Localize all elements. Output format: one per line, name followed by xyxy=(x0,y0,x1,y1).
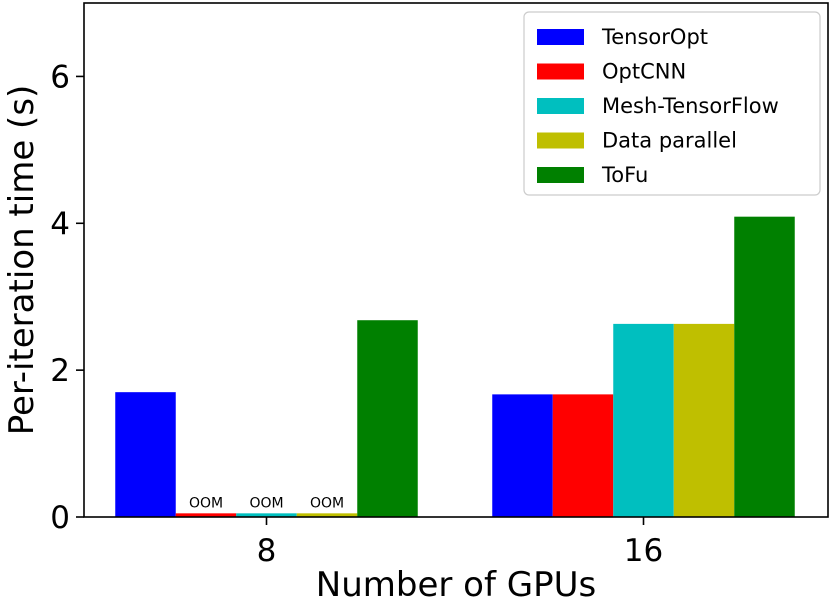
bar-data-label: OOM xyxy=(249,495,283,511)
bar-annotations: OOM OOM OOM xyxy=(189,495,344,511)
bar-data-label: OOM xyxy=(310,495,344,511)
bar-data-label: OOM xyxy=(189,495,223,511)
bar-tofu-16 xyxy=(734,216,795,518)
legend-box xyxy=(523,11,821,196)
legend-swatch xyxy=(537,29,584,45)
legend-label: TensorOpt xyxy=(601,25,708,49)
legend-label: Mesh-TensorFlow xyxy=(602,94,779,118)
bar-data-parallel-8 xyxy=(296,513,358,517)
bar-mesh-tensorflow-8 xyxy=(236,513,297,517)
bar-tensoropt-8 xyxy=(115,392,176,517)
bar-data-parallel-16 xyxy=(673,323,735,517)
legend-swatch xyxy=(537,63,584,80)
x-axis: 8 16 xyxy=(257,517,663,569)
legend-label: OptCNN xyxy=(602,60,686,84)
bars-layer xyxy=(115,216,795,518)
bar-tofu-8 xyxy=(357,320,418,517)
legend-label: ToFu xyxy=(601,163,648,187)
legend-swatch xyxy=(537,167,584,183)
bar-optcnn-8 xyxy=(175,513,237,517)
legend-swatch xyxy=(537,132,584,149)
legend-swatch xyxy=(537,98,584,114)
x-tick-label: 16 xyxy=(624,533,663,569)
y-tick-label: 4 xyxy=(50,206,70,242)
x-tick-label: 8 xyxy=(257,533,277,569)
bar-tensoropt-16 xyxy=(492,394,553,517)
y-axis-title: Per-iteration time (s) xyxy=(2,85,42,436)
bar-mesh-tensorflow-16 xyxy=(613,323,674,517)
x-axis-title: Number of GPUs xyxy=(316,565,596,604)
y-tick-label: 0 xyxy=(50,500,70,536)
legend: TensorOpt OptCNN Mesh-TensorFlow Data paral… xyxy=(523,11,821,196)
y-tick-label: 6 xyxy=(50,59,70,95)
y-tick-label: 2 xyxy=(50,353,70,389)
plot-frame xyxy=(83,2,829,518)
y-axis: 0 2 4 6 xyxy=(50,59,84,536)
bar-optcnn-16 xyxy=(552,394,614,517)
legend-label: Data parallel xyxy=(602,129,737,153)
